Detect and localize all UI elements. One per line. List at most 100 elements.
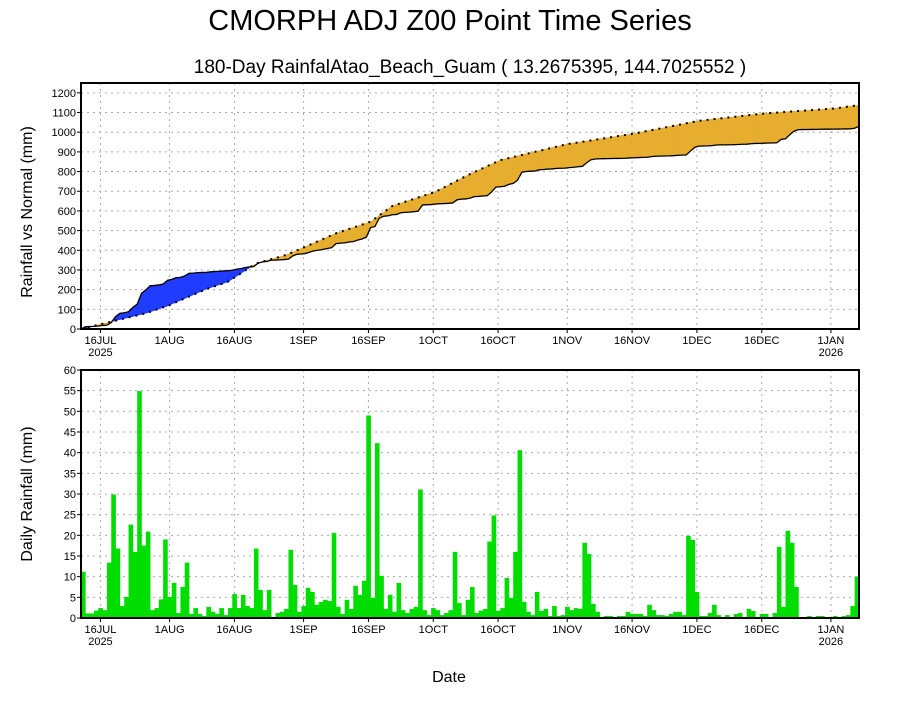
deficit-area [319,239,323,250]
daily-rainfall-bar [457,603,462,618]
surplus-area [154,285,158,310]
top-y-axis-label: Rainfall vs Normal (mm) [19,126,36,298]
deficit-area [794,111,798,131]
deficit-area [660,128,664,157]
deficit-area [781,112,785,139]
deficit-area [613,136,617,158]
x-tick-label: 16OCT [480,624,516,636]
deficit-area [479,168,483,196]
daily-rainfall-bar [150,610,155,618]
daily-rainfall-bar [751,611,756,618]
deficit-area [721,118,725,145]
deficit-area [816,110,820,130]
daily-rainfall-bar [652,610,657,618]
surplus-area [176,277,180,302]
surplus-area [172,278,176,304]
daily-rainfall-bar [591,604,596,618]
y-tick-label: 35 [64,468,76,480]
daily-rainfall-bar [543,609,548,618]
y-tick-label: 45 [64,427,76,439]
daily-rainfall-bar [448,610,453,618]
x-tick-label: 1AUG [155,335,185,347]
deficit-area [505,158,509,186]
deficit-area [682,123,686,155]
deficit-area [591,140,595,160]
chart-subtitle: 180-Day RainfalAtao_Beach_Guam ( 13.2675… [194,57,746,78]
deficit-area [699,120,703,146]
daily-rainfall-bar [358,595,363,618]
daily-rainfall-bar [781,607,786,618]
daily-rainfall-bar [539,611,544,618]
daily-rainfall-bar [574,608,579,618]
deficit-area [764,113,768,143]
daily-rainfall-bar [124,597,129,618]
deficit-area [669,126,673,156]
deficit-area [846,106,850,129]
daily-rainfall-bar [319,602,324,618]
daily-rainfall-bar [180,587,185,618]
daily-rainfall-bar [712,605,717,618]
deficit-area [811,110,815,130]
daily-rainfall-bar [237,608,242,618]
y-tick-label: 1200 [52,88,76,100]
x-axis-label: Date [432,669,466,686]
surplus-area [185,273,189,298]
daily-rainfall-bar [401,610,406,618]
y-tick-label: 15 [64,551,76,563]
deficit-area [448,183,452,203]
x-tick-label: 1JAN [817,335,844,347]
daily-rainfall-bar [582,543,587,618]
deficit-area [850,106,854,129]
daily-rainfall-bar [219,608,224,618]
deficit-area [526,153,530,172]
deficit-area [708,119,712,146]
y-tick-label: 40 [64,448,76,460]
daily-rainfall-bar [103,610,108,618]
deficit-area [760,114,764,144]
deficit-area [543,149,547,170]
daily-rainfall-bar [384,609,389,618]
daily-rainfall-bar [254,549,259,618]
deficit-area [574,142,578,167]
daily-rainfall-bar [435,610,440,618]
daily-rainfall-bar [552,606,557,618]
daily-rainfall-bar [228,608,233,618]
daily-rainfall-bar [167,597,172,618]
daily-rainfall-bar [241,595,246,618]
x-tick-label: 16NOV [614,335,651,347]
daily-rainfall-bar [284,609,289,618]
deficit-area [513,156,517,183]
surplus-area [206,272,210,289]
daily-rainfall-bar [375,443,380,618]
deficit-area [634,133,638,158]
deficit-area [617,136,621,159]
actual-cumulative-line [81,126,859,329]
y-tick-label: 55 [64,386,76,398]
deficit-area [807,110,811,129]
daily-rainfall-bar [232,594,237,618]
deficit-area [803,110,807,129]
x-tick-label: 1DEC [682,624,711,636]
daily-rainfall-bar [747,609,752,618]
x-tick-label: 16JUL [85,335,117,347]
deficit-area [647,130,651,157]
y-tick-label: 1000 [52,127,76,139]
x-tick-year-label: 2026 [819,347,843,359]
daily-rainfall-bar [349,609,354,618]
deficit-area [742,115,746,144]
daily-rainfall-bar [154,608,159,618]
deficit-area [652,129,656,156]
y-tick-label: 5 [70,592,76,604]
deficit-area [665,127,669,156]
daily-rainfall-bar [647,605,652,618]
deficit-area [409,199,413,212]
daily-rainfall-bar [146,532,151,618]
daily-rainfall-bar [397,583,402,618]
y-tick-label: 900 [58,147,76,159]
deficit-area [539,150,543,170]
daily-rainfall-bar [850,606,855,618]
daily-rainfall-bar [129,525,134,618]
deficit-area [483,166,487,196]
daily-rainfall-bar [263,610,268,618]
deficit-area [470,172,474,198]
